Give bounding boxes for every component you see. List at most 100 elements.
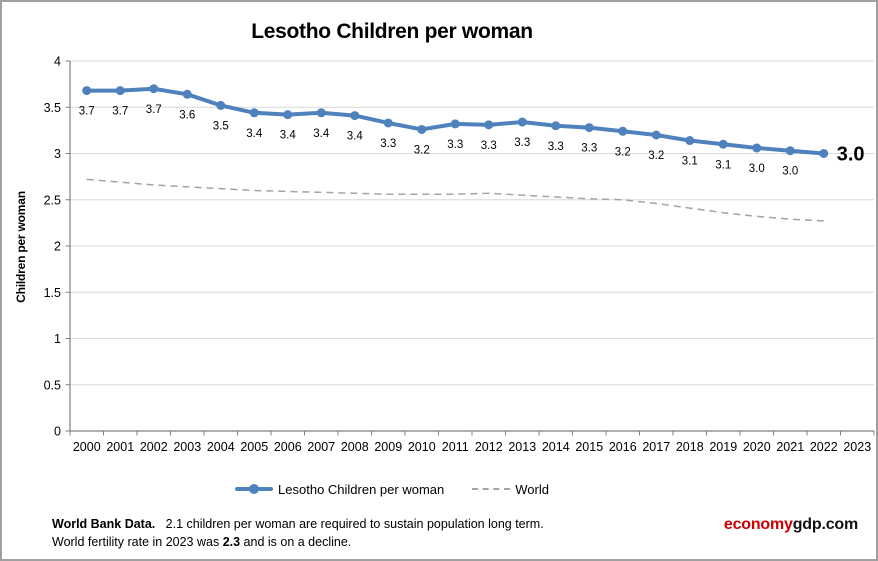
- data-point-marker-2022: [819, 149, 829, 158]
- chart-title: Lesotho Children per woman: [251, 20, 533, 43]
- series-line-world: [86, 178, 824, 222]
- footer-line1-text: 2.1 children per woman are required to s…: [155, 517, 544, 531]
- x-tick-label-2014: 2014: [542, 440, 570, 454]
- data-point-marker-2001: [115, 86, 125, 96]
- data-point-marker-2016: [618, 126, 628, 136]
- data-label-2000: 3.7: [79, 106, 95, 118]
- site-logo-dark-text: gdp.com: [792, 516, 858, 533]
- x-tick-label-2011: 2011: [442, 440, 469, 454]
- data-label-2004: 3.5: [213, 120, 229, 132]
- data-point-marker-2004: [216, 100, 226, 110]
- y-tick-label: 0: [54, 425, 61, 439]
- x-tick-label-2015: 2015: [575, 440, 603, 454]
- data-point-marker-2012: [484, 120, 494, 130]
- data-point-marker-2010: [417, 124, 427, 134]
- x-tick-label-2006: 2006: [274, 440, 302, 454]
- data-label-2021: 3.0: [782, 166, 798, 178]
- data-label-2001: 3.7: [112, 106, 128, 118]
- x-tick-label-2008: 2008: [341, 440, 369, 454]
- y-tick-label: 4: [54, 55, 61, 69]
- x-tick-label-2019: 2019: [709, 440, 737, 454]
- footer-line2-text-pre: World fertility rate in 2023 was: [52, 535, 223, 550]
- legend-lesotho-marker-icon: [249, 484, 260, 494]
- y-tick-label: 3: [54, 147, 61, 161]
- data-label-2019: 3.1: [715, 159, 731, 171]
- data-label-2012: 3.3: [481, 140, 497, 152]
- y-tick-label: 1: [54, 332, 61, 346]
- legend-label-world: World: [515, 481, 549, 497]
- data-point-marker-2003: [182, 89, 192, 99]
- data-label-2011: 3.3: [447, 139, 463, 151]
- x-tick-label-2020: 2020: [743, 440, 771, 454]
- legend-world-line-swatch: [472, 488, 511, 490]
- data-point-marker-2015: [584, 123, 594, 133]
- chart-canvas: 4 3.5 3 2.5 2 1.5 1 0.5 0 2000 2001 2002 2003 2004 200…: [44, 55, 875, 454]
- data-label-2017: 3.2: [648, 150, 664, 162]
- y-tick-label: 3.5: [44, 101, 61, 115]
- footer-source-label: World Bank Data.: [52, 517, 156, 531]
- x-tick-label-2000: 2000: [73, 440, 101, 454]
- data-point-marker-2008: [350, 111, 360, 121]
- data-label-2010: 3.2: [414, 144, 430, 156]
- x-tick-label-2017: 2017: [642, 440, 670, 454]
- chart-plot-area: 4 3.5 3 2.5 2 1.5 1 0.5 0 2000 2001 2002 2003 2004 200…: [2, 2, 876, 467]
- x-tick-label-2021: 2021: [776, 440, 804, 454]
- data-point-marker-2009: [383, 118, 393, 128]
- x-tick-label-2023: 2023: [843, 440, 871, 454]
- data-point-marker-2020: [752, 143, 762, 153]
- data-point-marker-2002: [149, 84, 159, 94]
- y-tick-label: 2: [54, 240, 61, 254]
- data-label-2020: 3.0: [749, 163, 765, 175]
- x-tick-label-2012: 2012: [475, 440, 503, 454]
- data-point-marker-2017: [651, 130, 661, 140]
- y-tick-label: 2.5: [44, 193, 61, 207]
- data-point-marker-2013: [517, 117, 527, 127]
- site-logo-red-text: economy: [723, 516, 793, 533]
- data-label-2014: 3.3: [548, 141, 564, 153]
- footer-line2-text-rest: and is on a decline.: [240, 535, 352, 550]
- x-tick-label-2022: 2022: [810, 440, 838, 454]
- legend-label-lesotho: Lesotho Children per woman: [278, 481, 445, 497]
- x-tick-label-2010: 2010: [408, 440, 436, 454]
- x-tick-label-2018: 2018: [676, 440, 704, 454]
- x-tick-label-2001: 2001: [106, 440, 134, 454]
- footer-note: World Bank Data. 2.1 children per woman …: [52, 515, 692, 551]
- data-point-marker-2005: [249, 108, 259, 118]
- y-tick-label: 1.5: [44, 286, 61, 300]
- data-point-marker-2000: [82, 86, 92, 96]
- data-label-2016: 3.2: [615, 146, 631, 158]
- data-point-marker-2006: [283, 110, 293, 120]
- data-label-2013: 3.3: [514, 137, 530, 149]
- x-tick-label-2003: 2003: [173, 440, 201, 454]
- data-label-2015: 3.3: [581, 143, 597, 155]
- y-tick-label: 0.5: [44, 378, 61, 392]
- data-label-last-emphasized: 3.0: [837, 144, 865, 166]
- x-tick-label-2016: 2016: [609, 440, 637, 454]
- x-tick-label-2009: 2009: [374, 440, 402, 454]
- legend: Lesotho Children per woman World: [70, 479, 714, 499]
- x-tick-label-2007: 2007: [307, 440, 335, 454]
- legend-item-world: World: [472, 482, 549, 497]
- footer-line-1: World Bank Data. 2.1 children per woman …: [52, 515, 692, 533]
- data-point-marker-2014: [551, 121, 561, 131]
- data-label-2002: 3.7: [146, 104, 162, 116]
- x-tick-label-2004: 2004: [207, 440, 235, 454]
- site-logo: economygdp.com: [724, 516, 858, 534]
- data-label-2008: 3.4: [347, 131, 364, 143]
- data-label-2018: 3.1: [682, 156, 698, 168]
- data-label-2006: 3.4: [280, 130, 297, 142]
- data-point-marker-2019: [718, 139, 728, 149]
- data-point-marker-2011: [450, 119, 460, 129]
- data-label-2007: 3.4: [313, 128, 330, 140]
- x-tick-label-2002: 2002: [140, 440, 168, 454]
- legend-item-lesotho: Lesotho Children per woman: [235, 482, 444, 497]
- footer-line-2: World fertility rate in 2023 was 2.3 and…: [52, 533, 692, 551]
- data-label-2009: 3.3: [380, 138, 396, 150]
- data-point-marker-2018: [685, 136, 695, 146]
- legend-lesotho-line-swatch: [235, 484, 274, 494]
- footer-line2-value: 2.3: [222, 535, 241, 550]
- data-point-marker-2021: [785, 146, 795, 156]
- data-label-2003: 3.6: [179, 109, 195, 121]
- x-tick-label-2005: 2005: [240, 440, 268, 454]
